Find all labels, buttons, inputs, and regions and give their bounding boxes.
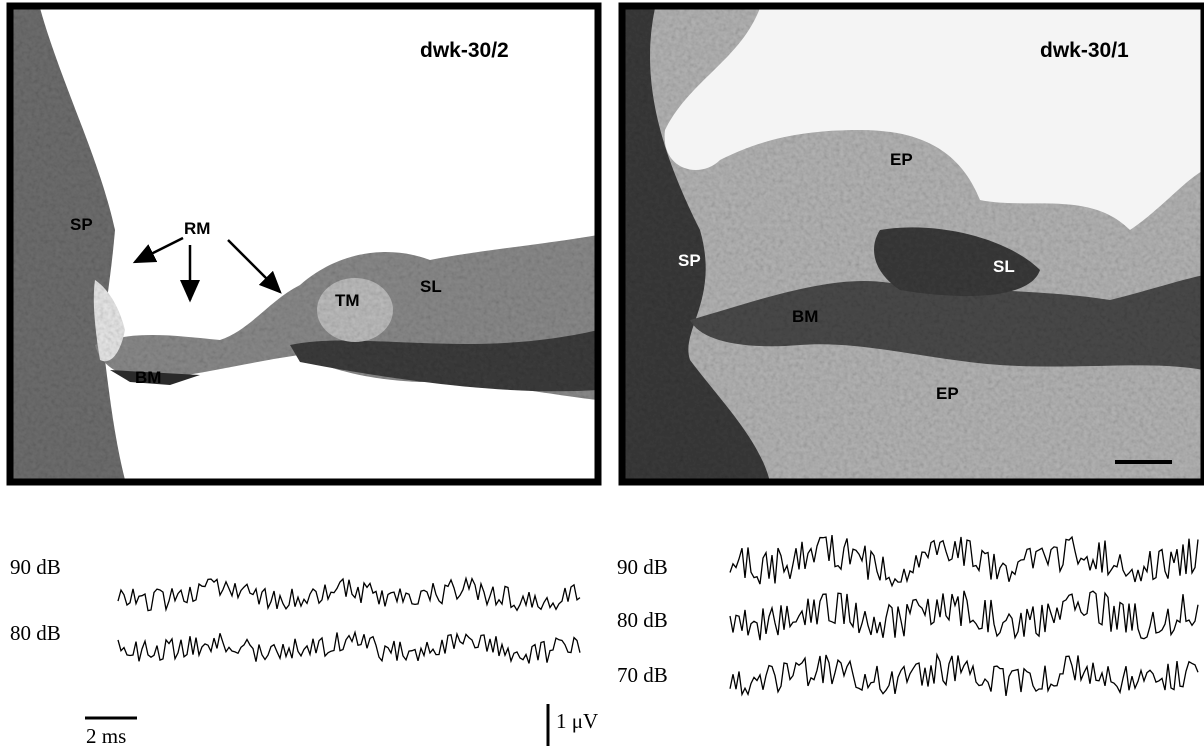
panel-label: dwk-30/1: [1040, 39, 1129, 62]
trace: [730, 535, 1198, 586]
trace-label: 90 dB: [617, 555, 668, 579]
annotation: SP: [70, 215, 93, 234]
annotation: EP: [936, 384, 959, 403]
annotation: RM: [184, 219, 210, 238]
trace-label: 80 dB: [617, 608, 668, 632]
trace-label: 70 dB: [617, 663, 668, 687]
trace: [730, 591, 1198, 640]
panel-label: dwk-30/2: [420, 39, 509, 62]
voltage-scale-label: 1 μV: [556, 709, 598, 733]
figure: dwk-30/2 SP RM TM SL BM dwk-30/1 EP SP S…: [0, 0, 1204, 749]
trace-label: 80 dB: [10, 621, 61, 645]
annotation: SL: [420, 277, 442, 296]
histology-right: [622, 6, 1204, 482]
histology-left: [10, 6, 598, 482]
annotation: EP: [890, 150, 913, 169]
annotation: TM: [335, 291, 360, 310]
annotation: BM: [135, 368, 161, 387]
time-scale-label: 2 ms: [86, 724, 126, 748]
trace: [730, 655, 1198, 696]
annotation: SL: [993, 257, 1015, 276]
annotation: BM: [792, 307, 818, 326]
trace: [118, 632, 580, 663]
annotation: SP: [678, 251, 701, 270]
trace: [118, 578, 580, 610]
trace-label: 90 dB: [10, 555, 61, 579]
